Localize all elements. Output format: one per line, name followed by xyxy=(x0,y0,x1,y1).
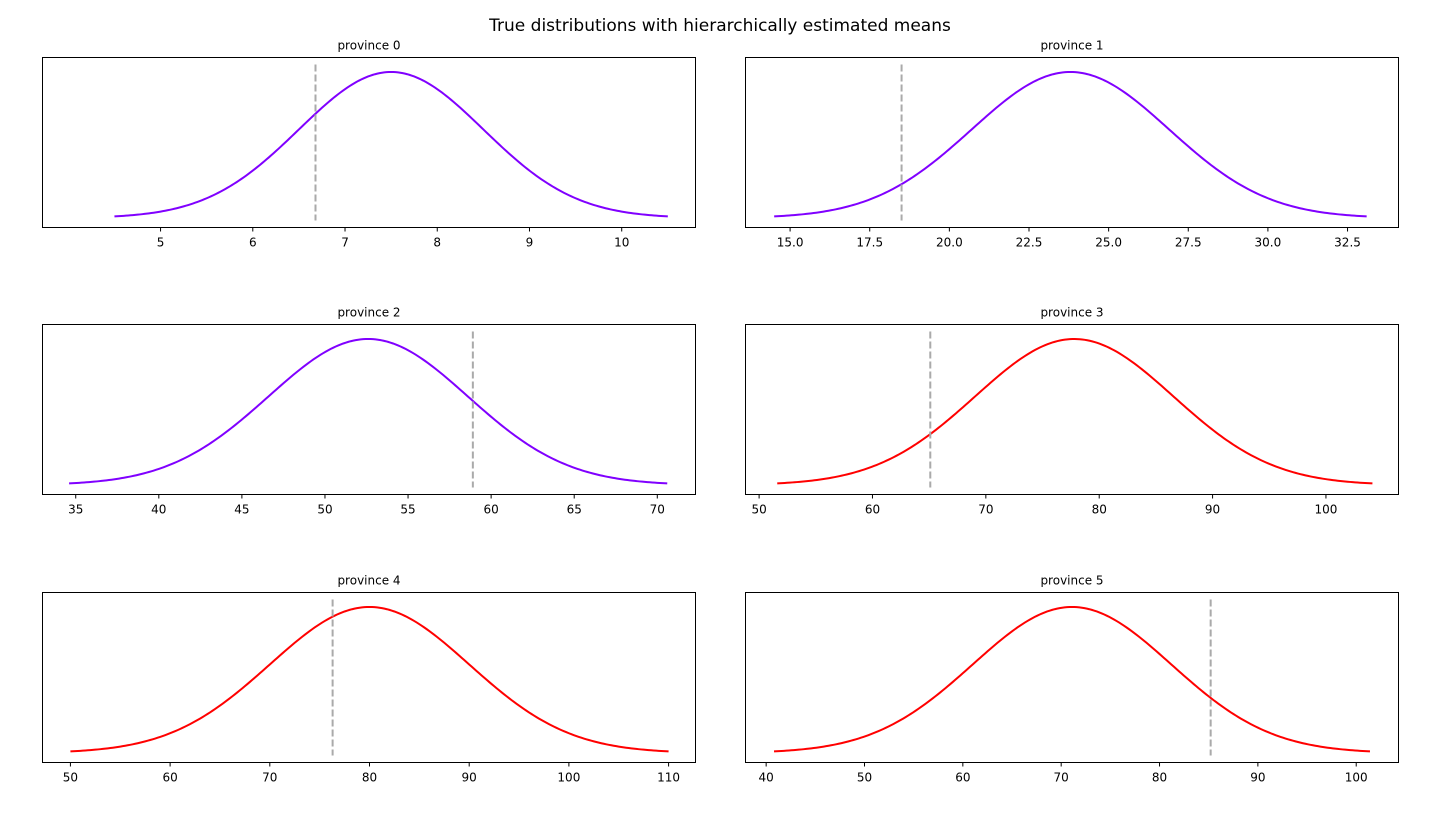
x-tick-label: 60 xyxy=(955,771,970,785)
axes-frame xyxy=(745,57,1399,228)
density-curve xyxy=(69,337,668,485)
x-tick-label: 70 xyxy=(978,503,993,517)
x-tick-label: 90 xyxy=(462,771,477,785)
x-tick-label: 80 xyxy=(362,771,377,785)
x-tick-label: 5 xyxy=(157,236,165,250)
x-tick-label: 50 xyxy=(317,503,332,517)
subplots-grid: province 0 5 6 7 8 9 10 province 1 15.0 17.5 20.0 2… xyxy=(42,39,1399,785)
x-tick-label: 10 xyxy=(614,236,629,250)
x-tick-label: 22.5 xyxy=(1016,236,1043,250)
x-tick-label: 80 xyxy=(1152,771,1167,785)
subplot-title: province 4 xyxy=(337,574,400,588)
x-tick-label: 45 xyxy=(234,503,249,517)
subplot-0: province 0 5 6 7 8 9 10 xyxy=(42,39,696,250)
x-tick-label: 60 xyxy=(483,503,498,517)
x-tick-label: 55 xyxy=(400,503,415,517)
x-tick-label: 8 xyxy=(433,236,441,250)
x-tick-label: 100 xyxy=(557,771,580,785)
x-tick-label: 15.0 xyxy=(777,236,804,250)
figure-title: True distributions with hierarchically e… xyxy=(488,16,951,36)
density-curve xyxy=(773,605,1371,753)
x-tick-label: 35 xyxy=(68,503,83,517)
x-tick-label: 70 xyxy=(262,771,277,785)
subplot-5: province 5 40 50 60 70 80 90 100 xyxy=(745,574,1399,785)
x-tick-label: 80 xyxy=(1092,503,1107,517)
density-curve xyxy=(70,605,669,753)
x-tick-label: 9 xyxy=(526,236,534,250)
subplot-title: province 0 xyxy=(337,39,400,53)
subplot-title: province 2 xyxy=(337,306,400,320)
subplot-title: province 1 xyxy=(1040,39,1103,53)
subplot-title: province 5 xyxy=(1040,574,1103,588)
density-curve xyxy=(774,70,1367,218)
x-tick-label: 32.5 xyxy=(1334,236,1361,250)
x-tick-label: 27.5 xyxy=(1175,236,1202,250)
subplot-2: province 2 35 40 45 50 55 60 65 70 xyxy=(42,306,696,517)
x-tick-label: 40 xyxy=(151,503,166,517)
axes-frame xyxy=(42,324,696,495)
x-tick-label: 20.0 xyxy=(936,236,963,250)
x-tick-label: 7 xyxy=(341,236,349,250)
x-tick-label: 40 xyxy=(759,771,774,785)
subplot-3: province 3 50 60 70 80 90 100 xyxy=(745,306,1399,517)
x-tick-label: 65 xyxy=(567,503,582,517)
x-tick-label: 30.0 xyxy=(1255,236,1282,250)
subplot-1: province 1 15.0 17.5 20.0 22.5 25.0 27.5 30.0 32… xyxy=(745,39,1399,250)
axes-frame xyxy=(42,57,696,228)
x-tick-label: 60 xyxy=(162,771,177,785)
x-tick-label: 6 xyxy=(249,236,257,250)
x-tick-label: 17.5 xyxy=(856,236,883,250)
x-tick-label: 25.0 xyxy=(1095,236,1122,250)
density-curve xyxy=(777,337,1373,485)
x-tick-label: 60 xyxy=(865,503,880,517)
x-tick-label: 90 xyxy=(1250,771,1265,785)
x-tick-label: 100 xyxy=(1345,771,1368,785)
density-curve xyxy=(114,70,668,218)
x-tick-label: 90 xyxy=(1205,503,1220,517)
axes-frame xyxy=(745,324,1399,495)
subplot-4: province 4 50 60 70 80 90 100 110 xyxy=(42,574,696,785)
x-tick-label: 100 xyxy=(1314,503,1337,517)
subplot-title: province 3 xyxy=(1040,306,1103,320)
x-tick-label: 70 xyxy=(650,503,665,517)
x-tick-label: 110 xyxy=(657,771,680,785)
x-tick-label: 50 xyxy=(751,503,766,517)
x-tick-label: 50 xyxy=(63,771,78,785)
axes-frame xyxy=(745,592,1399,763)
x-tick-label: 70 xyxy=(1054,771,1069,785)
x-tick-label: 50 xyxy=(857,771,872,785)
